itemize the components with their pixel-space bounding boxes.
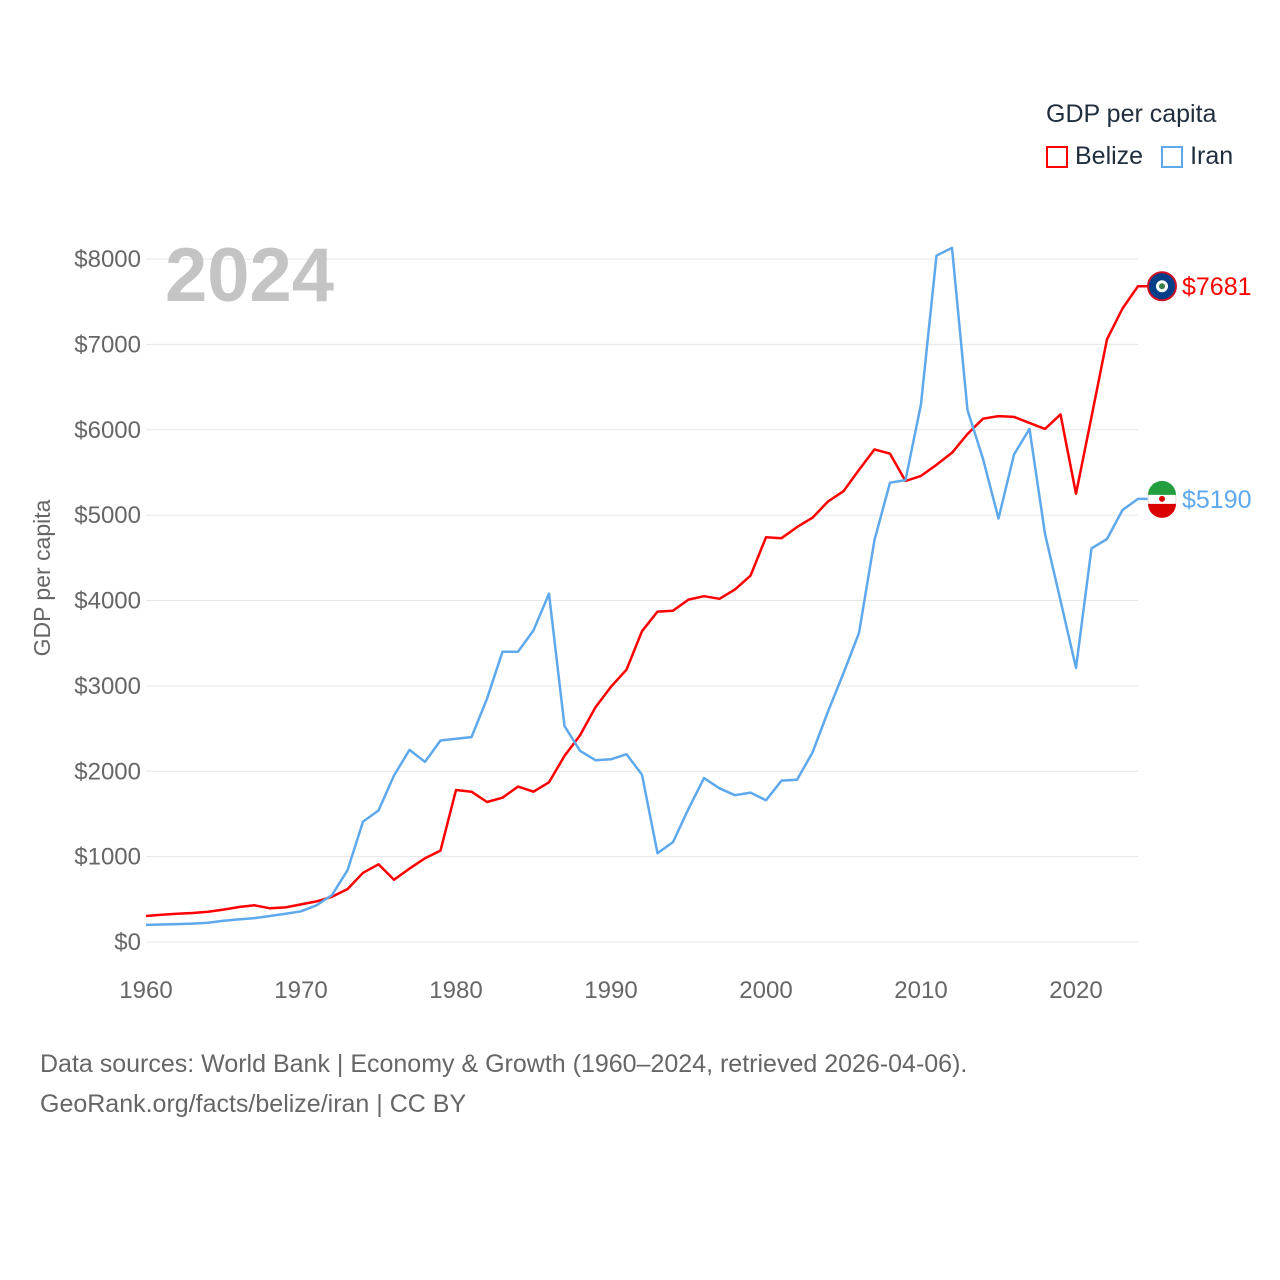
y-tick-label: $1000 bbox=[74, 844, 141, 871]
series-lines bbox=[145, 246, 1148, 927]
flag-iran-emblem bbox=[1159, 495, 1165, 502]
x-tick-label: 1970 bbox=[274, 977, 327, 1004]
y-axis-label: GDP per capita bbox=[29, 499, 55, 656]
legend: Belize Iran bbox=[1046, 142, 1251, 171]
flag-belize-emblem-center bbox=[1159, 283, 1165, 290]
legend-item-belize[interactable]: Belize bbox=[1046, 142, 1143, 171]
footer: Data sources: World Bank | Economy & Gro… bbox=[40, 1044, 967, 1124]
legend-swatch-belize bbox=[1046, 145, 1068, 168]
x-tick-label: 2000 bbox=[739, 977, 792, 1004]
y-tick-label: $8000 bbox=[74, 246, 141, 273]
y-tick-label: $2000 bbox=[74, 758, 141, 785]
x-tick-label: 1960 bbox=[119, 977, 172, 1004]
y-tick-label: $5000 bbox=[74, 502, 141, 529]
x-tick-label: 1980 bbox=[429, 977, 482, 1004]
x-tick-label: 2020 bbox=[1049, 977, 1102, 1004]
x-axis-ticks: 1960 1970 1980 1990 2000 2010 2020 bbox=[119, 977, 1102, 1004]
legend-title: GDP per capita bbox=[1046, 100, 1217, 128]
flag-iran-green bbox=[1148, 480, 1176, 495]
series-line-belize bbox=[145, 284, 1148, 918]
flag-icon-belize bbox=[1147, 271, 1177, 302]
flag-iran-red bbox=[1148, 503, 1176, 518]
gridlines bbox=[146, 258, 1138, 943]
legend-label: Belize bbox=[1075, 142, 1144, 170]
series-line-iran bbox=[145, 246, 1148, 927]
y-tick-label: $0 bbox=[114, 929, 141, 956]
data-sources: Data sources: World Bank | Economy & Gro… bbox=[40, 1050, 968, 1078]
y-axis-ticks: $0 $1000 $2000 $3000 $4000 $5000 $6000 $7000 $80… bbox=[74, 246, 141, 956]
end-label-belize: $7681 bbox=[1182, 273, 1252, 301]
attribution: GeoRank.org/facts/belize/iran | CC BY bbox=[40, 1090, 467, 1118]
y-tick-label: $6000 bbox=[74, 417, 141, 444]
y-tick-label: $3000 bbox=[74, 673, 141, 700]
legend-swatch-iran bbox=[1161, 145, 1184, 168]
end-label-iran: $5190 bbox=[1182, 486, 1252, 514]
legend-item-iran[interactable]: Iran bbox=[1161, 142, 1233, 171]
y-tick-label: $4000 bbox=[74, 588, 141, 615]
flag-icon-iran bbox=[1147, 480, 1177, 518]
x-tick-label: 2010 bbox=[894, 977, 947, 1004]
y-tick-label: $7000 bbox=[74, 331, 141, 358]
series-end-labels: $7681 $5190 bbox=[1147, 271, 1252, 518]
x-tick-label: 1990 bbox=[584, 977, 637, 1004]
legend-label: Iran bbox=[1190, 142, 1234, 170]
year-watermark: 2024 bbox=[165, 233, 334, 318]
